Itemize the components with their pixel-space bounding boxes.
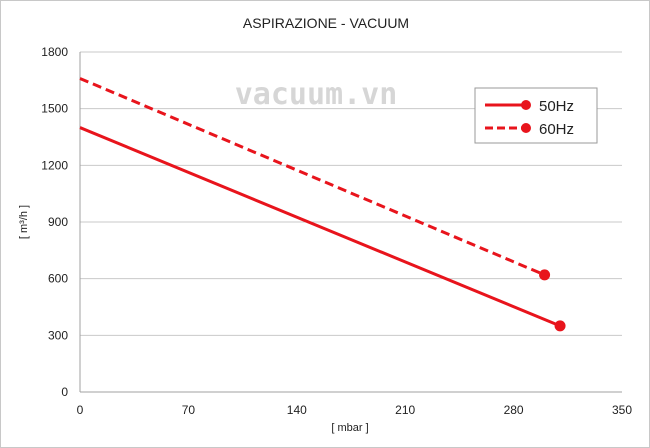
- series-end-marker-60hz: [539, 269, 551, 281]
- x-axis-label: [ mbar ]: [331, 422, 368, 434]
- series-end-marker-50hz: [554, 320, 566, 332]
- y-tick-label: 1800: [41, 45, 68, 59]
- y-tick-label: 1200: [41, 158, 68, 172]
- watermark-text: vacuum.vn: [235, 77, 398, 112]
- x-tick-label: 350: [612, 403, 632, 417]
- legend-label-60hz: 60Hz: [539, 121, 574, 138]
- legend-marker-60hz: [521, 123, 531, 133]
- x-tick-labels: 0 70 140 210 280 350: [77, 403, 633, 417]
- x-tick-label: 140: [287, 403, 307, 417]
- y-tick-label: 1500: [41, 102, 68, 116]
- y-tick-label: 900: [48, 215, 68, 229]
- legend: 50Hz 60Hz: [474, 87, 598, 144]
- legend-marker-50hz: [521, 100, 531, 110]
- y-tick-label: 600: [48, 272, 68, 286]
- legend-label-50hz: 50Hz: [539, 98, 574, 115]
- x-tick-label: 280: [504, 403, 524, 417]
- y-tick-label: 0: [61, 385, 68, 399]
- chart-title: ASPIRAZIONE - VACUUM: [243, 15, 409, 31]
- y-tick-label: 300: [48, 328, 68, 342]
- y-tick-labels: 0 300 600 900 1200 1500 1800: [41, 45, 68, 399]
- series-line-60hz: [79, 77, 546, 277]
- y-axis-label: [ m³/h ]: [18, 205, 30, 239]
- x-tick-label: 210: [395, 403, 415, 417]
- legend-box: [474, 87, 598, 144]
- x-tick-label: 70: [182, 403, 196, 417]
- axes: [79, 52, 622, 393]
- series-line-50hz: [79, 126, 561, 328]
- series-lines: [79, 77, 566, 332]
- x-tick-label: 0: [77, 403, 84, 417]
